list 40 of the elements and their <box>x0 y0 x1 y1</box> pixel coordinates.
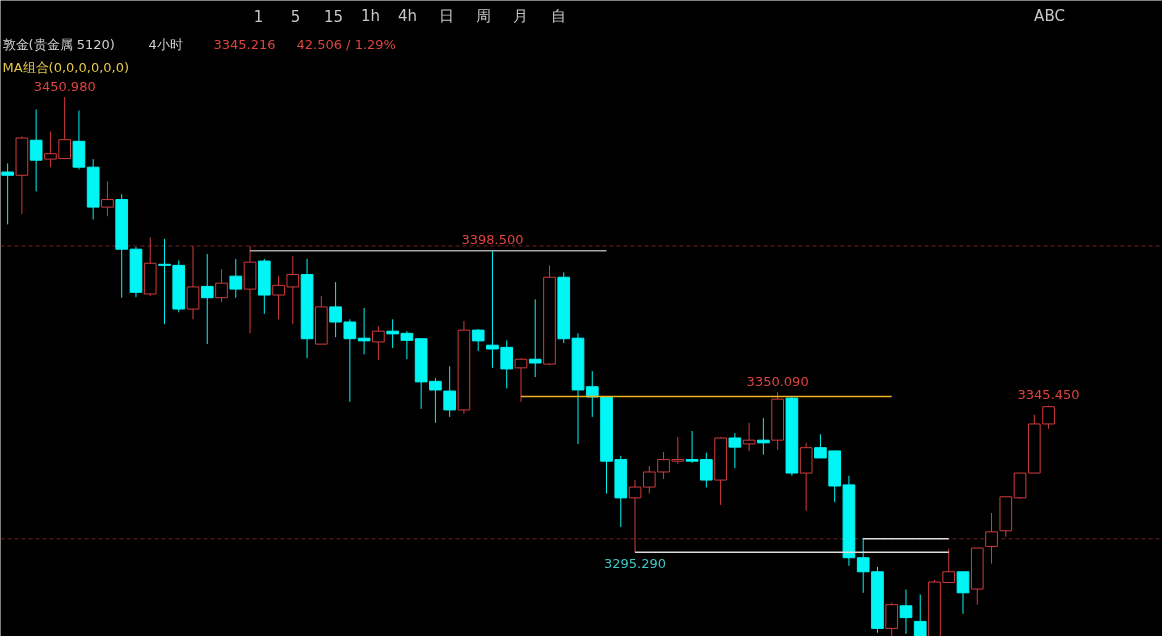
text: 4h <box>397 6 418 25</box>
text: 42.506 / 1.29% <box>296 37 396 52</box>
text: 1 <box>253 7 264 26</box>
text: 1h <box>360 6 381 25</box>
candlestick <box>200 253 214 345</box>
candlestick <box>357 307 371 355</box>
chart-subtitle: 4小时 <box>148 37 183 52</box>
text: 周 <box>476 6 491 25</box>
candlestick <box>899 589 913 635</box>
text: ABC <box>1034 6 1065 25</box>
candlestick <box>372 325 385 361</box>
candlestick <box>956 571 970 615</box>
text: 自 <box>551 6 566 25</box>
candlestick <box>443 365 457 418</box>
annotation: 3345.450 <box>1017 387 1080 403</box>
annotation: 3450.980 <box>33 78 96 94</box>
candlestick <box>101 180 114 217</box>
annotation: 3295.290 <box>604 555 667 571</box>
text: 5 <box>290 7 301 26</box>
candlestick <box>985 512 998 565</box>
candlestick <box>186 245 200 320</box>
candlestick <box>471 328 485 352</box>
annotation: 3350.090 <box>746 373 809 389</box>
candlestick <box>742 422 756 452</box>
candlestick <box>728 432 742 469</box>
text: 3345.216 <box>213 37 276 52</box>
candlestick <box>215 268 228 303</box>
text: 15 <box>323 7 344 26</box>
annotation: 3398.500 <box>461 232 524 248</box>
candlestick <box>29 108 43 192</box>
candlestick <box>229 258 243 299</box>
text: 日 <box>439 6 454 25</box>
candlestick <box>1 162 14 225</box>
text: 月 <box>513 6 528 25</box>
candlestick <box>757 417 770 456</box>
candlestick <box>528 298 542 378</box>
candlestick <box>913 593 927 636</box>
candlestick <box>514 357 528 403</box>
text: MA组合(0,0,0,0,0,0) <box>2 60 130 75</box>
chart-title: 敦金(贵金属 5120) <box>2 37 115 52</box>
